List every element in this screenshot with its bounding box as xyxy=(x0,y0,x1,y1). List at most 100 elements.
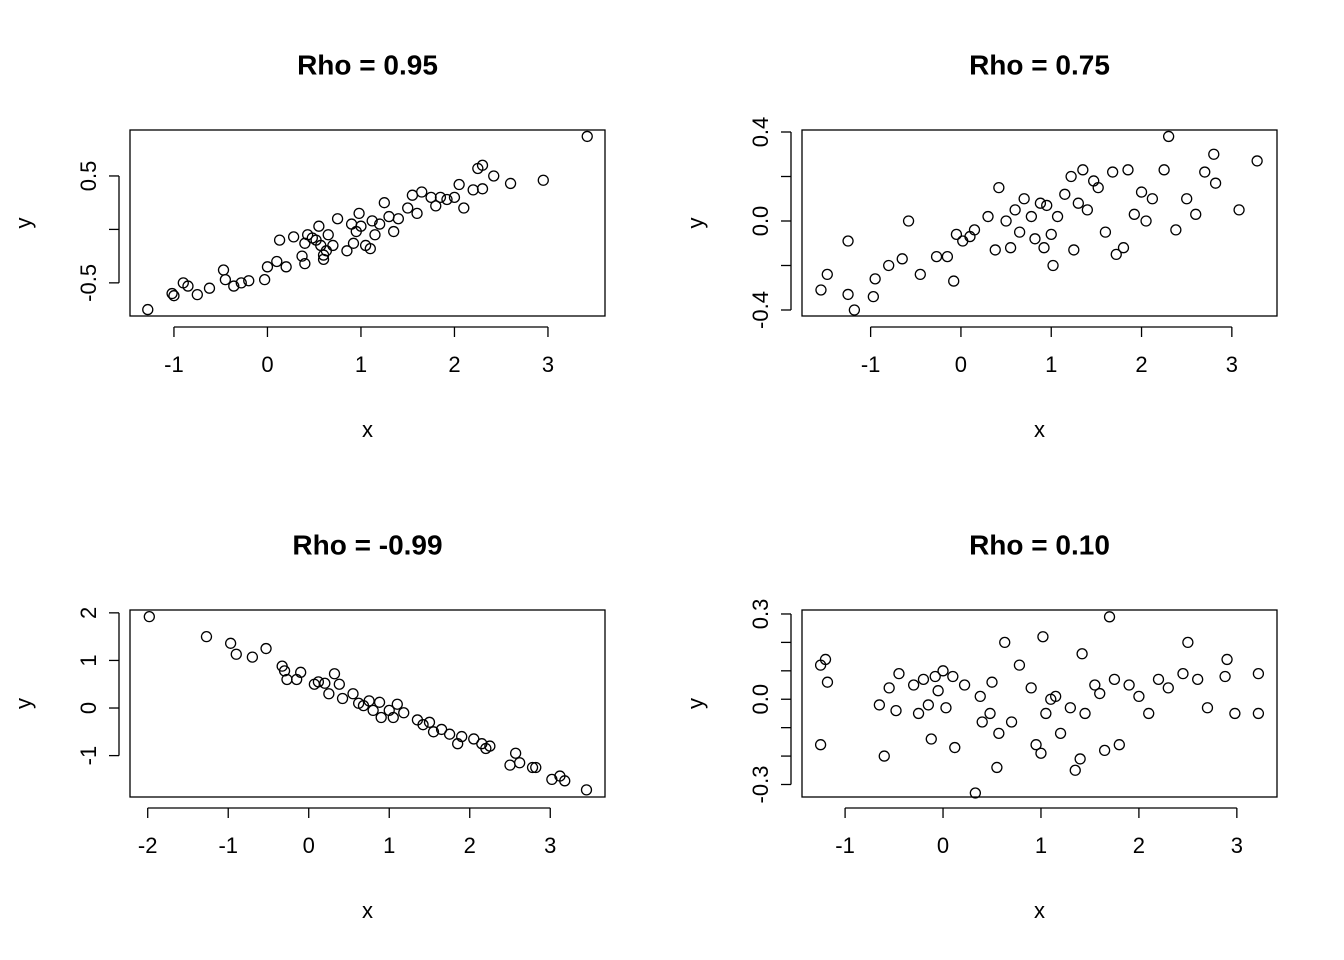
x-tick-label: -2 xyxy=(138,833,158,858)
point xyxy=(341,245,353,257)
point xyxy=(333,678,345,690)
y-tick-label: 1 xyxy=(76,654,101,666)
point xyxy=(374,218,386,230)
point xyxy=(878,750,890,762)
point xyxy=(1108,673,1121,685)
point xyxy=(819,653,832,666)
x-tick-label: 2 xyxy=(1133,833,1145,858)
point xyxy=(402,202,414,214)
x-tick-label: 3 xyxy=(542,352,554,377)
point xyxy=(1233,204,1245,216)
x-tick-label: 0 xyxy=(261,352,273,377)
point xyxy=(1123,679,1135,691)
point xyxy=(375,711,387,724)
x-tick-label: -1 xyxy=(835,833,855,858)
point xyxy=(230,648,242,660)
point xyxy=(1037,631,1049,643)
x-tick-label: 0 xyxy=(303,833,315,858)
point xyxy=(526,761,539,774)
point xyxy=(1076,648,1088,660)
y-tick-label: 0.3 xyxy=(748,599,773,630)
point xyxy=(367,704,379,717)
point xyxy=(950,228,963,240)
point xyxy=(1143,707,1155,720)
point xyxy=(287,231,300,243)
point xyxy=(1040,707,1052,720)
y-tick-label: -0.4 xyxy=(748,291,773,329)
point xyxy=(458,202,470,214)
point xyxy=(914,268,926,281)
point xyxy=(1045,228,1057,240)
point xyxy=(848,304,861,316)
point xyxy=(1047,259,1059,272)
panel-title: Rho = 0.10 xyxy=(969,529,1110,560)
point xyxy=(1106,166,1119,178)
point xyxy=(1038,242,1050,254)
y-tick-label: -0.3 xyxy=(748,766,773,804)
point xyxy=(940,702,952,714)
point xyxy=(580,784,593,796)
x-tick-label: -1 xyxy=(861,352,881,377)
point xyxy=(1064,702,1077,714)
point xyxy=(278,665,291,677)
point xyxy=(912,707,925,720)
point xyxy=(1030,739,1042,751)
point xyxy=(1018,193,1030,205)
point xyxy=(1013,659,1026,671)
point xyxy=(842,288,854,301)
point xyxy=(323,688,335,700)
point xyxy=(999,636,1011,649)
x-tick-label: 0 xyxy=(937,833,949,858)
point xyxy=(537,174,549,186)
y-axis-label: y xyxy=(683,698,708,709)
point xyxy=(1079,707,1091,720)
point xyxy=(969,787,982,799)
point xyxy=(890,704,902,717)
point xyxy=(434,191,447,203)
point xyxy=(976,716,988,728)
plot-box xyxy=(129,129,606,317)
point xyxy=(200,630,213,643)
point xyxy=(867,290,879,303)
point xyxy=(1128,208,1140,220)
point xyxy=(1162,682,1174,694)
point xyxy=(1025,210,1038,223)
point xyxy=(1190,208,1202,220)
point xyxy=(1000,215,1012,227)
panel-title: Rho = 0.95 xyxy=(297,49,438,80)
point xyxy=(1252,668,1265,680)
point xyxy=(1135,186,1148,198)
x-axis-label: x xyxy=(362,417,373,442)
x-tick-label: 1 xyxy=(1045,352,1057,377)
y-axis-label: y xyxy=(11,698,36,709)
point xyxy=(411,207,423,220)
point xyxy=(1208,148,1220,160)
point xyxy=(430,200,442,212)
point xyxy=(968,224,981,236)
point xyxy=(1229,707,1241,720)
point xyxy=(453,178,465,191)
point xyxy=(417,719,429,731)
point xyxy=(312,676,325,688)
point xyxy=(893,668,905,680)
point xyxy=(203,282,216,294)
x-axis-label: x xyxy=(1034,417,1045,442)
x-tick-label: 2 xyxy=(448,352,460,377)
point xyxy=(1050,690,1062,703)
point xyxy=(1077,164,1089,176)
point xyxy=(925,733,937,745)
point xyxy=(930,250,943,263)
x-tick-label: 1 xyxy=(355,352,367,377)
point xyxy=(1005,716,1018,728)
point xyxy=(258,274,271,286)
point xyxy=(937,665,949,677)
point xyxy=(328,668,341,680)
point xyxy=(484,740,496,752)
x-tick-label: 3 xyxy=(1226,352,1238,377)
point xyxy=(168,290,180,302)
point xyxy=(427,726,440,738)
y-tick-label: 0.5 xyxy=(76,161,101,192)
point xyxy=(1004,242,1017,254)
x-tick-label: -1 xyxy=(164,352,184,377)
